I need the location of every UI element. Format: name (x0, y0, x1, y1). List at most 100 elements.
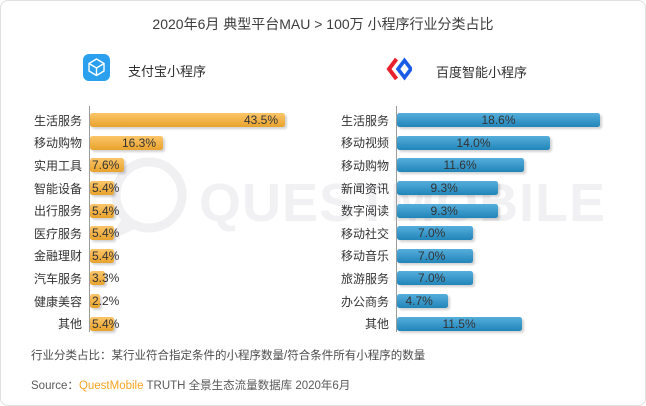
bar-row: 出行服务 5.4% (21, 199, 321, 222)
bar-track: 43.5% (89, 113, 321, 128)
page-title: 2020年6月 典型平台MAU > 100万 小程序行业分类占比 (152, 16, 494, 32)
bar (90, 181, 114, 196)
bar-track: 16.3% (89, 135, 321, 150)
category-label: 移动视频 (340, 136, 389, 151)
bar-row: 实用工具 7.6% (21, 154, 321, 177)
bar (90, 135, 163, 150)
source-line: Source：QuestMobile TRUTH 全景生态流量数据库 2020年… (31, 377, 350, 393)
bar-track: 11.6% (396, 158, 641, 173)
category-label: 生活服务 (340, 113, 389, 128)
category-label: 健康美容 (33, 294, 82, 309)
baidu-smartprogram-icon (386, 56, 414, 87)
bar-row: 汽车服务 3.3% (21, 267, 321, 290)
source-label: Source： (31, 380, 79, 392)
bar (397, 271, 473, 286)
bar-row: 移动社交 7.0% (326, 222, 641, 245)
bar (90, 226, 114, 241)
bar-track: 5.4% (89, 248, 321, 263)
bar (397, 248, 473, 263)
bar (90, 248, 114, 263)
value-label: 5.4% (92, 316, 120, 331)
alipay-miniprogram-icon (83, 54, 110, 86)
bar-row: 移动音乐 7.0% (326, 245, 641, 268)
bar-track: 3.3% (89, 271, 321, 286)
bar-track: 7.0% (396, 271, 641, 286)
bar-track: 5.4% (89, 226, 321, 241)
bar-track: 4.7% (396, 294, 641, 309)
category-label: 移动音乐 (340, 249, 389, 264)
bar-row: 其他 11.5% (326, 312, 641, 335)
bar (90, 203, 114, 218)
value-label: 7.6% (92, 158, 120, 173)
value-label: 11.5% (442, 316, 476, 331)
bar-row: 新闻资讯 9.3% (326, 177, 641, 200)
bar-row: 医疗服务 5.4% (21, 222, 321, 245)
category-label: 其他 (57, 317, 82, 332)
bar-row: 生活服务 43.5% (21, 109, 321, 132)
value-label: 18.6% (481, 113, 516, 128)
bar-row: 其他 5.4% (21, 312, 321, 335)
bar-row: 健康美容 2.2% (21, 290, 321, 313)
category-label: 办公商务 (340, 294, 389, 309)
bar-row: 智能设备 5.4% (21, 177, 321, 200)
bar (90, 316, 114, 331)
bar-row: 旅游服务 7.0% (326, 267, 641, 290)
value-label: 5.4% (92, 226, 120, 241)
legend-baidu: 百度智能小程序 (386, 56, 527, 87)
value-label: 7.0% (418, 271, 446, 286)
bar-track: 5.4% (89, 181, 321, 196)
value-label: 16.3% (122, 135, 157, 150)
bar (397, 226, 473, 241)
category-label: 其他 (364, 317, 389, 332)
bar-track: 11.5% (396, 316, 641, 331)
bar (90, 271, 105, 286)
category-label: 数字阅读 (340, 204, 389, 219)
value-label: 9.3% (430, 181, 458, 196)
bar-track: 7.0% (396, 248, 641, 263)
alipay-bar-chart: 生活服务 43.5% 移动购物 16.3% 实用工具 7.6% 智能设备 5.4% 出行服务 5.… (21, 106, 321, 335)
bar-row: 办公商务 4.7% (326, 290, 641, 313)
category-label: 移动购物 (340, 158, 389, 173)
baidu-chart-axis (396, 106, 397, 332)
bar (397, 203, 498, 218)
category-label: 医疗服务 (33, 226, 82, 241)
value-label: 11.6% (443, 158, 477, 173)
bar-track: 7.0% (396, 226, 641, 241)
bar (397, 316, 522, 331)
bar (90, 294, 100, 309)
category-label: 新闻资讯 (340, 181, 389, 196)
value-label: 14.0% (456, 135, 491, 150)
bar (397, 113, 600, 128)
baidu-bar-chart: 生活服务 18.6% 移动视频 14.0% 移动购物 11.6% 新闻资讯 9.3% 数字阅读 9… (326, 106, 641, 335)
bar-track: 5.4% (89, 316, 321, 331)
bar (397, 135, 550, 150)
value-label: 9.3% (430, 203, 458, 218)
bar-row: 生活服务 18.6% (326, 109, 641, 132)
value-label: 7.0% (418, 248, 446, 263)
value-label: 43.5% (244, 113, 279, 128)
category-label: 出行服务 (33, 204, 82, 219)
bar-row: 移动购物 11.6% (326, 154, 641, 177)
bar-track: 18.6% (396, 113, 641, 128)
value-label: 5.4% (92, 248, 120, 263)
category-label: 实用工具 (33, 158, 82, 173)
bar-row: 数字阅读 9.3% (326, 199, 641, 222)
bar (90, 113, 285, 128)
category-label: 移动社交 (340, 226, 389, 241)
bar (397, 158, 524, 173)
category-label: 生活服务 (33, 113, 82, 128)
value-label: 3.3% (92, 271, 120, 286)
legend-alipay: 支付宝小程序 (83, 54, 206, 86)
category-label: 旅游服务 (340, 271, 389, 286)
bar-track: 14.0% (396, 135, 641, 150)
value-label: 5.4% (92, 181, 120, 196)
bar-row: 移动视频 14.0% (326, 132, 641, 155)
category-label: 智能设备 (33, 181, 82, 196)
value-label: 2.2% (92, 294, 120, 309)
bar-track: 5.4% (89, 203, 321, 218)
category-label: 金融理财 (33, 249, 82, 264)
category-label: 汽车服务 (33, 271, 82, 286)
footnote: 行业分类占比：某行业符合指定条件的小程序数量/符合条件所有小程序的数量 (31, 350, 426, 362)
legend-alipay-label: 支付宝小程序 (128, 63, 207, 79)
